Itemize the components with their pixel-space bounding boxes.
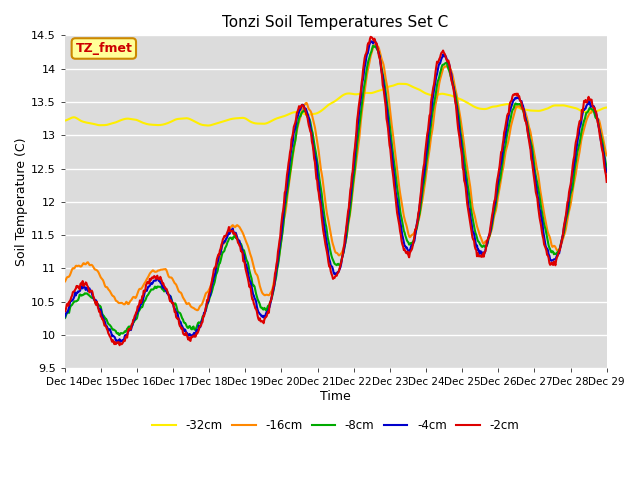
-4cm: [127, 327, 135, 333]
-16cm: [419, 195, 426, 201]
-4cm: [419, 178, 426, 184]
-8cm: [127, 324, 135, 330]
-2cm: [211, 265, 218, 271]
-16cm: [70, 265, 78, 271]
-8cm: [182, 322, 190, 327]
-2cm: [116, 342, 124, 348]
-8cm: [70, 299, 78, 304]
-16cm: [211, 273, 218, 278]
-8cm: [116, 332, 124, 338]
-8cm: [369, 43, 377, 48]
-2cm: [403, 251, 411, 256]
-8cm: [61, 315, 68, 321]
Line: -8cm: -8cm: [65, 46, 607, 335]
-2cm: [182, 330, 190, 336]
-32cm: [70, 114, 78, 120]
Line: -16cm: -16cm: [65, 45, 607, 310]
-2cm: [127, 326, 135, 332]
-32cm: [61, 118, 68, 123]
-32cm: [126, 116, 134, 122]
-16cm: [126, 299, 134, 304]
-8cm: [403, 237, 411, 243]
-2cm: [70, 288, 78, 294]
Y-axis label: Soil Temperature (C): Soil Temperature (C): [15, 138, 28, 266]
-4cm: [403, 245, 411, 251]
-16cm: [193, 307, 201, 313]
-8cm: [419, 187, 426, 193]
-8cm: [603, 166, 611, 171]
-32cm: [603, 105, 611, 110]
-32cm: [181, 115, 189, 121]
-32cm: [205, 122, 212, 128]
Legend: -32cm, -16cm, -8cm, -4cm, -2cm: -32cm, -16cm, -8cm, -4cm, -2cm: [148, 414, 524, 437]
-16cm: [61, 279, 68, 285]
-4cm: [211, 272, 218, 278]
-4cm: [603, 169, 611, 175]
-8cm: [211, 279, 218, 285]
-2cm: [603, 179, 611, 185]
-4cm: [182, 329, 190, 335]
-16cm: [371, 42, 378, 48]
-4cm: [61, 314, 68, 320]
-16cm: [181, 298, 189, 304]
-4cm: [371, 38, 379, 44]
-32cm: [211, 121, 218, 127]
-16cm: [603, 153, 611, 158]
-2cm: [419, 171, 426, 177]
Text: TZ_fmet: TZ_fmet: [76, 42, 132, 55]
-32cm: [403, 81, 411, 87]
-2cm: [367, 34, 374, 40]
Line: -32cm: -32cm: [65, 84, 607, 125]
-32cm: [396, 81, 403, 87]
Line: -4cm: -4cm: [65, 41, 607, 342]
-32cm: [419, 89, 426, 95]
-2cm: [61, 308, 68, 314]
X-axis label: Time: Time: [320, 390, 351, 403]
-4cm: [70, 294, 78, 300]
-4cm: [117, 339, 125, 345]
Line: -2cm: -2cm: [65, 37, 607, 345]
Title: Tonzi Soil Temperatures Set C: Tonzi Soil Temperatures Set C: [223, 15, 449, 30]
-16cm: [403, 224, 411, 230]
